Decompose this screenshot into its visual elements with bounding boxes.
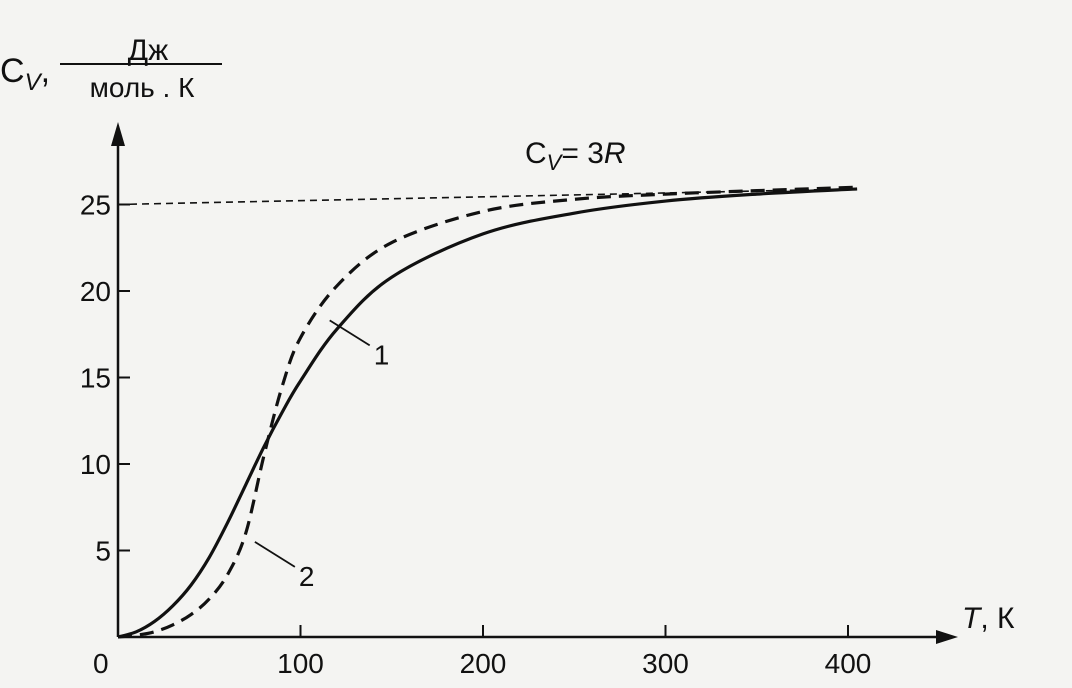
series-1-label: 1 <box>374 339 390 370</box>
x-tick-label: 400 <box>825 648 872 679</box>
y-tick-label: 10 <box>80 449 111 480</box>
x-tick-label: 100 <box>277 648 324 679</box>
asymptote-line <box>117 188 858 206</box>
y-tick-label: 15 <box>80 363 111 394</box>
x-tick-label: 300 <box>642 648 689 679</box>
x-axis-arrow <box>936 630 958 644</box>
x-axis-label: T, К <box>962 602 1015 635</box>
y-axis-unit-denominator: моль . К <box>90 72 195 103</box>
y-tick-label: 5 <box>95 536 111 567</box>
y-axis-arrow <box>111 122 125 146</box>
y-tick-label: 20 <box>80 276 111 307</box>
series-2-leader <box>254 541 296 568</box>
series-2-label: 2 <box>299 561 315 592</box>
y-tick-label: 25 <box>80 190 111 221</box>
asymptote-annotation: CV= 3R <box>525 137 626 175</box>
origin-label: 0 <box>93 648 109 679</box>
x-tick-label: 200 <box>460 648 507 679</box>
axes <box>111 122 958 644</box>
y-axis-label: CV, <box>0 52 50 96</box>
y-axis-unit-numerator: Дж <box>128 34 168 67</box>
series-2-line <box>117 185 858 639</box>
series-1-leader <box>329 319 371 347</box>
series-1-line <box>117 187 858 639</box>
